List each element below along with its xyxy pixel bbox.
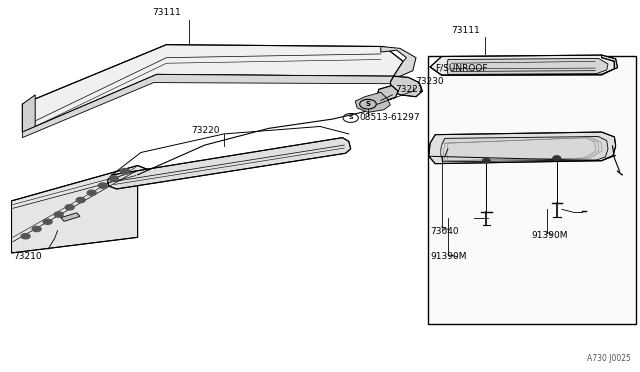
Polygon shape	[429, 132, 616, 164]
Circle shape	[483, 158, 490, 163]
Polygon shape	[381, 46, 416, 76]
Circle shape	[76, 198, 85, 203]
Polygon shape	[447, 58, 608, 74]
Polygon shape	[22, 95, 35, 132]
Circle shape	[21, 234, 30, 239]
Polygon shape	[376, 86, 398, 101]
Circle shape	[32, 227, 41, 232]
Circle shape	[553, 156, 561, 160]
Text: 08513-61297: 08513-61297	[360, 113, 420, 122]
Text: 73640: 73640	[430, 227, 459, 236]
Text: 91390M: 91390M	[531, 231, 568, 240]
Text: 73210: 73210	[13, 252, 42, 261]
Polygon shape	[440, 137, 608, 162]
Text: F/SUNROOF: F/SUNROOF	[435, 64, 488, 73]
Text: A730 J0025: A730 J0025	[586, 354, 630, 363]
Circle shape	[43, 219, 52, 224]
Circle shape	[120, 169, 129, 174]
Polygon shape	[12, 166, 147, 253]
Text: 73221: 73221	[396, 85, 424, 94]
Text: 91390M: 91390M	[430, 252, 467, 261]
Polygon shape	[108, 138, 351, 189]
Bar	[428, 56, 636, 324]
Text: 73220: 73220	[191, 126, 220, 135]
Circle shape	[54, 212, 63, 217]
Circle shape	[87, 190, 96, 195]
Text: 73111: 73111	[152, 8, 180, 17]
Polygon shape	[61, 213, 80, 221]
Text: S: S	[365, 101, 371, 107]
Polygon shape	[430, 55, 614, 75]
Text: 73230: 73230	[415, 77, 444, 86]
Polygon shape	[390, 76, 422, 97]
Polygon shape	[22, 74, 394, 138]
Polygon shape	[355, 92, 390, 112]
Text: 73111: 73111	[452, 26, 480, 35]
Polygon shape	[602, 55, 618, 69]
Circle shape	[109, 176, 118, 181]
Circle shape	[99, 183, 108, 188]
Text: S: S	[348, 115, 353, 121]
Polygon shape	[22, 45, 403, 132]
Circle shape	[65, 205, 74, 210]
